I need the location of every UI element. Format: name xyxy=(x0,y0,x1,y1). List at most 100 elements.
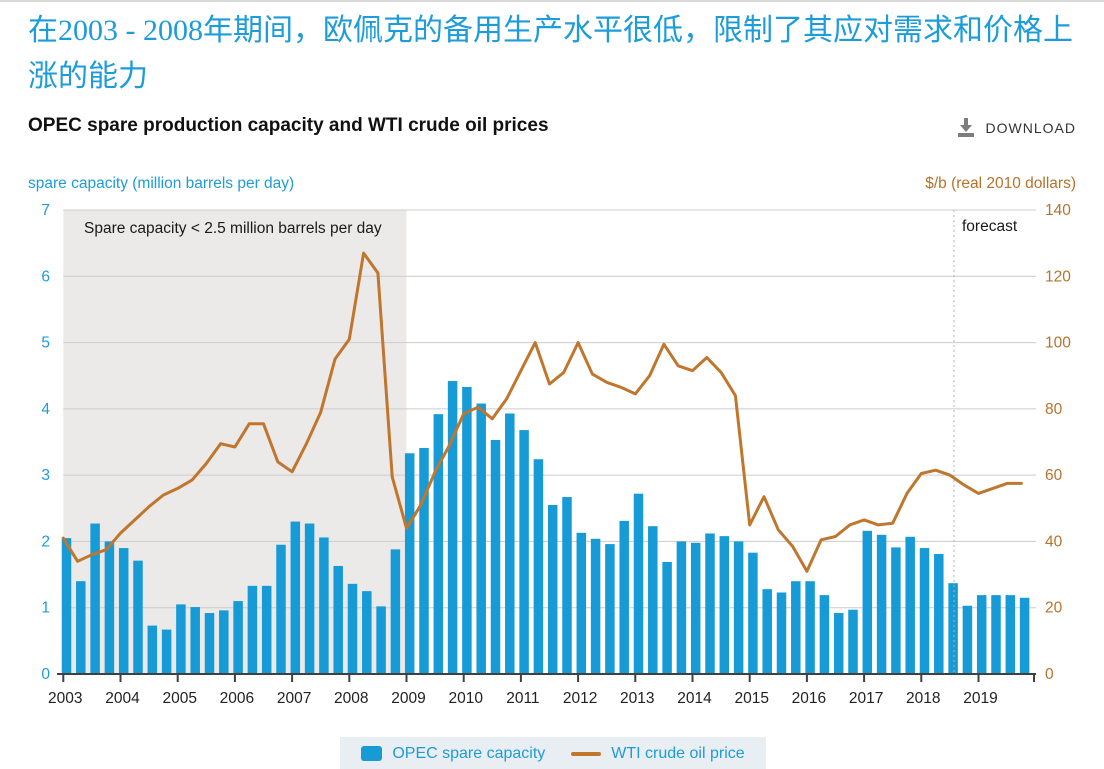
bar xyxy=(1005,595,1016,674)
y-tick-label-left: 4 xyxy=(41,401,50,418)
legend-line-label: WTI crude oil price xyxy=(611,744,745,762)
title-row: OPEC spare production capacity and WTI c… xyxy=(28,115,1076,139)
bar xyxy=(690,542,701,674)
bar xyxy=(204,613,215,674)
bar xyxy=(118,548,129,674)
bar xyxy=(505,413,515,674)
bar xyxy=(490,440,501,674)
bar xyxy=(876,534,887,674)
wti-line xyxy=(61,251,1023,573)
bar xyxy=(819,595,830,674)
bar xyxy=(991,595,1001,674)
bar xyxy=(176,604,186,674)
y-tick-label-right: 100 xyxy=(1045,335,1071,352)
x-tick-label: 2019 xyxy=(963,690,997,707)
bar xyxy=(976,595,987,674)
left-axis-title: spare capacity (million barrels per day) xyxy=(28,175,295,192)
y-tick-label-left: 2 xyxy=(41,533,50,550)
bar xyxy=(319,537,329,674)
download-button[interactable]: DOWNLOAD xyxy=(955,117,1076,139)
bar xyxy=(762,589,772,674)
y-tick-label-right: 40 xyxy=(1045,533,1063,550)
y-tick-label-left: 3 xyxy=(41,467,50,484)
bar xyxy=(190,607,200,674)
y-tick-label-right: 20 xyxy=(1045,600,1063,617)
bar xyxy=(390,549,401,674)
x-tick-label: 2004 xyxy=(105,690,140,707)
bar xyxy=(233,601,243,674)
x-tick-label: 2017 xyxy=(849,690,883,707)
x-tick-label: 2008 xyxy=(334,690,368,707)
x-tick-label: 2003 xyxy=(48,690,82,707)
bar xyxy=(104,541,115,674)
bar xyxy=(562,497,572,674)
bar xyxy=(805,581,815,674)
forecast-label: forecast xyxy=(962,218,1018,235)
y-tick-label-right: 140 xyxy=(1045,202,1071,219)
legend: OPEC spare capacity WTI crude oil price xyxy=(340,737,766,769)
bar xyxy=(948,583,958,674)
bar xyxy=(776,592,787,674)
chart-title: OPEC spare production capacity and WTI c… xyxy=(28,115,549,136)
chart-annotation: Spare capacity < 2.5 million barrels per… xyxy=(84,220,382,237)
x-tick-label: 2009 xyxy=(391,690,425,707)
x-tick-label: 2006 xyxy=(220,690,254,707)
y-tick-label-right: 0 xyxy=(1045,666,1054,683)
bar xyxy=(519,430,529,674)
bar xyxy=(476,403,486,674)
bar xyxy=(133,560,143,674)
bar xyxy=(276,544,286,674)
bar xyxy=(362,591,372,674)
bar xyxy=(462,386,472,674)
bar xyxy=(433,414,444,674)
y-tick-label-left: 0 xyxy=(41,666,50,683)
bar xyxy=(962,605,973,674)
y-tick-label-right: 80 xyxy=(1045,401,1063,418)
bar xyxy=(419,447,429,674)
x-tick-label: 2018 xyxy=(906,690,940,707)
bar xyxy=(833,613,844,674)
x-tick-label: 2015 xyxy=(734,690,768,707)
bar xyxy=(61,538,72,674)
x-tick-label: 2012 xyxy=(563,690,597,707)
bar xyxy=(76,581,86,674)
bar xyxy=(633,493,644,674)
right-axis-title: $/b (real 2010 dollars) xyxy=(925,175,1076,192)
bar xyxy=(347,583,358,674)
bar xyxy=(247,585,258,674)
bar xyxy=(905,536,915,674)
x-tick-label: 2005 xyxy=(162,690,196,707)
bar xyxy=(404,453,415,674)
y-tick-label-right: 60 xyxy=(1045,467,1063,484)
bar xyxy=(662,561,672,674)
x-tick-label: 2007 xyxy=(277,690,311,707)
bar xyxy=(290,521,301,674)
bar xyxy=(261,585,272,674)
y-tick-label-left: 7 xyxy=(41,202,50,219)
bar xyxy=(891,547,901,674)
bar xyxy=(376,606,386,674)
y-tick-label-left: 6 xyxy=(41,268,50,285)
bar xyxy=(590,538,601,674)
x-tick-label: 2011 xyxy=(506,690,539,707)
y-tick-label-left: 1 xyxy=(41,600,50,617)
bar xyxy=(719,536,730,674)
y-tick-label-right: 120 xyxy=(1045,268,1071,285)
bar xyxy=(848,609,858,674)
bar xyxy=(333,565,343,674)
legend-bar-swatch-icon xyxy=(361,746,383,761)
bar xyxy=(576,532,587,674)
bar xyxy=(90,523,100,674)
bar xyxy=(605,544,615,674)
bar xyxy=(748,552,758,674)
bar xyxy=(533,459,544,674)
bar xyxy=(733,541,744,674)
x-tick-label: 2010 xyxy=(448,690,483,707)
bar xyxy=(1019,597,1030,674)
page-heading: 在2003 - 2008年期间，欧佩克的备用生产水平很低，限制了其应对需求和价格… xyxy=(28,14,1073,93)
x-tick-label: 2016 xyxy=(792,690,826,707)
bar xyxy=(619,520,629,674)
bar xyxy=(791,581,801,674)
